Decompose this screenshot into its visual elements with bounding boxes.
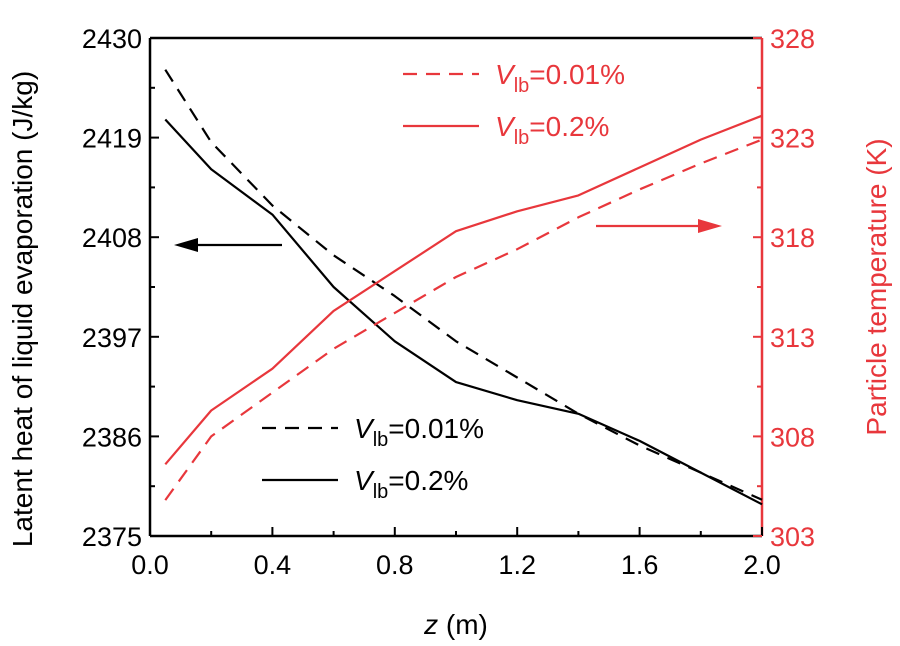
legend-right-label-var: V: [495, 59, 516, 90]
series-line-latent-heat-0.2: [164, 118, 763, 506]
legend-left-label-sub: lb: [373, 481, 389, 503]
legend-left-label-0: Vlb=0.01%: [354, 413, 484, 451]
left-arrow-head: [174, 238, 198, 252]
x-tick-label: 1.2: [498, 550, 536, 580]
legend-left-label-var: V: [354, 413, 375, 444]
y-left-tick-label: 2430: [82, 24, 142, 54]
legend-right-label-1: Vlb=0.2%: [495, 111, 609, 149]
legend-left-label-value: =0.01%: [388, 413, 484, 444]
y-right-tick-label: 313: [770, 323, 815, 353]
y-right-tick-label: 308: [770, 422, 815, 452]
y-right-tick-label: 318: [770, 223, 815, 253]
legend-right-label-value: =0.01%: [529, 59, 625, 90]
legend-right-label-value: =0.2%: [529, 111, 609, 142]
x-tick-label: 0.0: [131, 550, 169, 580]
legend-left-label-1: Vlb=0.2%: [354, 465, 468, 503]
legend-left-label-sub: lb: [373, 429, 389, 451]
y-left-tick-label: 2375: [82, 522, 142, 552]
x-tick-label: 0.8: [376, 550, 414, 580]
legend-right-label-var: V: [495, 111, 516, 142]
y-right-tick-label: 328: [770, 24, 815, 54]
x-tick-label: 2.0: [743, 550, 781, 580]
y-right-tick-label: 303: [770, 522, 815, 552]
series-line-temperature-0.2: [164, 114, 763, 466]
x-axis-title: z (m): [423, 609, 488, 640]
legend-right-label-sub: lb: [514, 127, 530, 149]
y-left-tick-label: 2419: [82, 124, 142, 154]
plot-area: 0.0 0.4 0.8 1.2 1.6 2.0 2375 2386 2397 2408 2419 24…: [7, 24, 892, 640]
y-left-tick-label: 2386: [82, 422, 142, 452]
y-left-axis-title: Latent heat of liquid evaporation (J/kg): [7, 71, 38, 547]
legend-left-label-var: V: [354, 465, 375, 496]
x-axis-title-variable: z: [423, 609, 438, 640]
series-line-temperature-0.01: [164, 138, 763, 501]
y-right-axis-title: Particle temperature (K): [861, 138, 892, 435]
legend-right-label-sub: lb: [514, 75, 530, 97]
y-left-tick-label: 2408: [82, 223, 142, 253]
x-tick-label: 0.4: [254, 550, 292, 580]
y-left-tick-label: 2397: [82, 323, 142, 353]
series-line-latent-heat-0.01: [164, 69, 763, 501]
x-tick-label: 1.6: [621, 550, 659, 580]
y-right-tick-label: 323: [770, 124, 815, 154]
right-arrow-head: [698, 219, 722, 233]
legend-left-label-value: =0.2%: [388, 465, 468, 496]
x-axis-title-unit: (m): [438, 609, 488, 640]
legend-right-label-0: Vlb=0.01%: [495, 59, 625, 97]
